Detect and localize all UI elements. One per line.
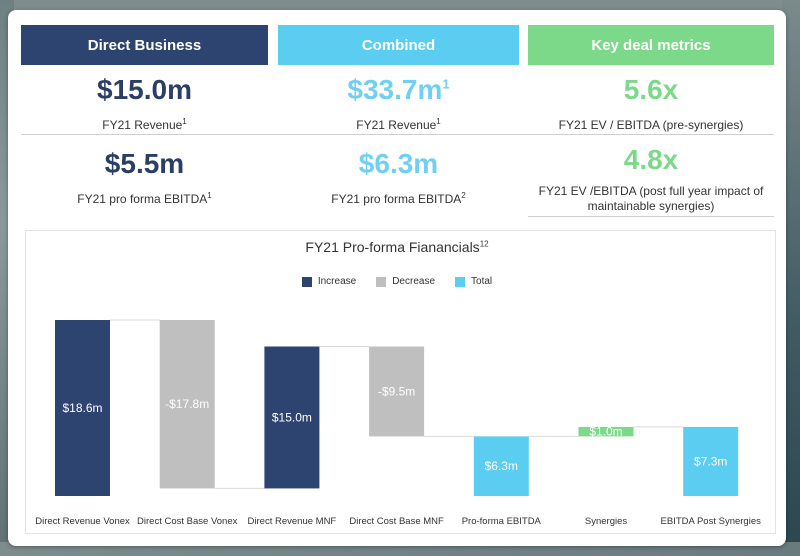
category-label: EBITDA Post Synergies: [661, 516, 762, 527]
bar-direct-revenue-mnf: [264, 346, 320, 489]
direct-revenue-footnote: 1: [182, 117, 187, 126]
row-divider: [21, 134, 774, 135]
category-label: Direct Cost Base MNF: [349, 516, 444, 527]
direct-ebitda-caption: FY21 pro forma EBITDA1: [21, 192, 268, 207]
data-label: $6.3m: [485, 459, 518, 473]
data-label: $1.0m: [589, 425, 622, 439]
legend-increase: Increase: [301, 276, 357, 287]
ev-ebitda-pre-value: 5.6x: [623, 74, 679, 105]
bar-synergies: [578, 426, 634, 437]
legend-increase-swatch: [301, 276, 312, 287]
bar-ebitda-post-synergies: [683, 426, 739, 496]
background-right: [782, 0, 800, 556]
bar-direct-cost-base-mnf: [369, 346, 425, 437]
chart-title-footnote: 12: [479, 239, 489, 249]
combined-revenue-value-line: $33.7m1: [278, 74, 519, 106]
category-label: Direct Revenue MNF: [248, 516, 337, 527]
combined-ebitda-label: FY21 pro forma EBITDA: [331, 192, 462, 206]
direct-ebitda-footnote: 1: [207, 191, 212, 200]
data-label: -$9.5m: [378, 384, 415, 398]
combined-revenue-caption: FY21 Revenue1: [278, 118, 519, 133]
legend-increase-label: Increase: [317, 276, 357, 287]
data-label: $7.3m: [694, 454, 727, 468]
combined-ebitda-value: $6.3m: [358, 148, 439, 179]
bar-pro-forma-ebitda: [473, 436, 529, 496]
legend-total-label: Total: [471, 276, 493, 287]
combined-revenue-value: $33.7m: [347, 74, 443, 105]
ev-ebitda-pre-label: FY21 EV / EBITDA (pre-synergies): [558, 118, 744, 132]
category-label: Direct Cost Base Vonex: [137, 516, 238, 527]
key-deal-metrics-header: Key deal metrics: [528, 25, 774, 65]
combined-revenue-label: FY21 Revenue: [356, 118, 437, 132]
chart-panel: [25, 230, 776, 534]
summary-card: Direct Business Combined Key deal metric…: [8, 10, 786, 546]
direct-revenue-metric: $15.0m FY21 Revenue1: [21, 74, 268, 133]
direct-revenue-value: $15.0m: [97, 74, 192, 105]
direct-business-header: Direct Business: [21, 25, 268, 65]
data-label: $15.0m: [272, 410, 312, 424]
combined-revenue-metric: $33.7m1 FY21 Revenue1: [278, 74, 519, 133]
deal-metrics-divider: [528, 216, 774, 217]
legend-decrease-label: Decrease: [392, 276, 436, 287]
category-label: Synergies: [585, 516, 627, 527]
direct-ebitda-label: FY21 pro forma EBITDA: [77, 192, 208, 206]
direct-ebitda-value: $5.5m: [104, 148, 185, 179]
direct-ebitda-metric: $5.5m FY21 pro forma EBITDA1: [21, 148, 268, 207]
combined-ebitda-caption: FY21 pro forma EBITDA2: [278, 192, 519, 207]
combined-ebitda-footnote: 2: [461, 191, 466, 200]
legend-total-swatch: [455, 276, 466, 287]
chart-title: FY21 Pro-forma Fianancials12: [8, 239, 786, 255]
ev-ebitda-post-value: 4.8x: [623, 144, 679, 175]
bar-direct-revenue-vonex: [55, 320, 110, 496]
category-label: Pro-forma EBITDA: [462, 516, 542, 527]
chart-title-text: FY21 Pro-forma Fianancials: [305, 239, 480, 255]
ev-ebitda-post-label: FY21 EV /EBITDA (post full year impact o…: [538, 184, 764, 213]
direct-revenue-label: FY21 Revenue: [102, 118, 183, 132]
data-label: $18.6m: [62, 401, 102, 415]
legend-decrease-swatch: [376, 276, 387, 287]
legend-total: Total: [455, 276, 492, 287]
category-label: Direct Revenue Vonex: [35, 516, 130, 527]
combined-ebitda-metric: $6.3m FY21 pro forma EBITDA2: [278, 148, 519, 207]
direct-revenue-caption: FY21 Revenue1: [21, 118, 268, 133]
data-label: -$17.8m: [165, 397, 209, 411]
ev-ebitda-post-metric: 4.8x FY21 EV /EBITDA (post full year imp…: [528, 144, 774, 214]
ev-ebitda-pre-metric: 5.6x FY21 EV / EBITDA (pre-synergies): [528, 74, 774, 133]
combined-revenue-footnote: 1: [436, 117, 441, 126]
chart-legend: Increase Decrease Total: [8, 276, 786, 287]
legend-decrease: Decrease: [376, 276, 435, 287]
bar-direct-cost-base-vonex: [159, 320, 215, 489]
combined-header: Combined: [278, 25, 519, 65]
combined-revenue-value-footnote: 1: [442, 76, 450, 92]
waterfall-chart: $18.6m Direct Revenue Vonex -$17.8m Direct …: [35, 319, 762, 527]
